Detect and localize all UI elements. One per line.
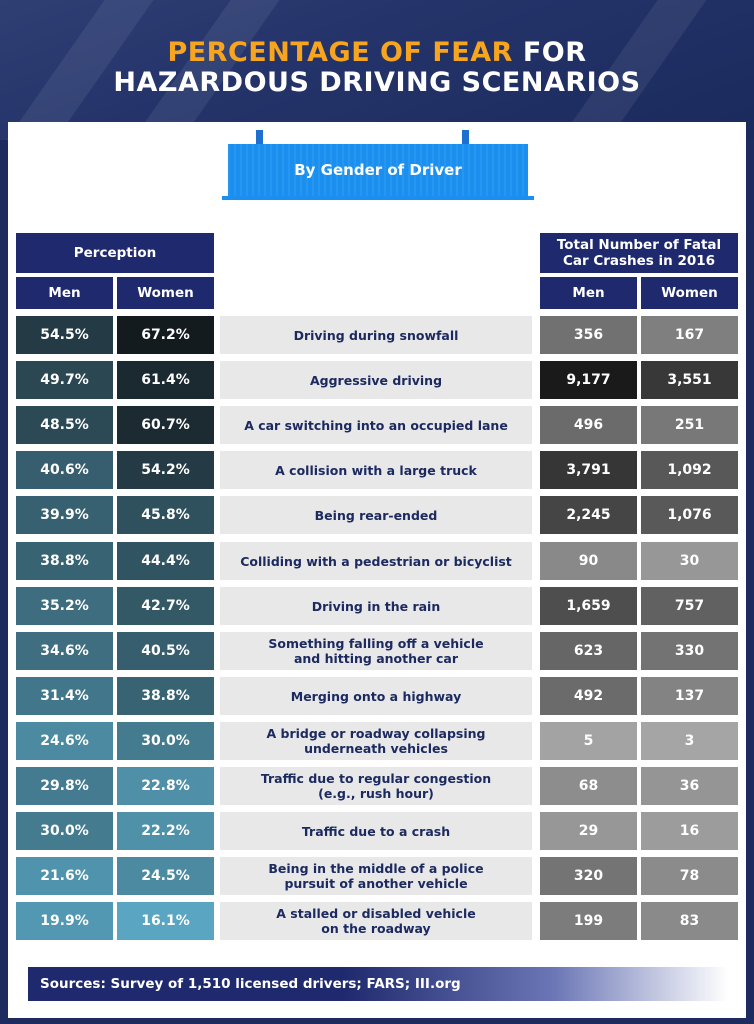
fear-men-cell: 40.6% bbox=[16, 451, 113, 489]
fear-men-cell: 48.5% bbox=[16, 406, 113, 444]
crash-men-cell: 356 bbox=[540, 316, 637, 354]
fear-men-cell: 54.5% bbox=[16, 316, 113, 354]
crash-men-cell: 90 bbox=[540, 542, 637, 580]
scenario-label: Being in the middle of a police pursuit o… bbox=[220, 857, 532, 895]
crash-women-cell: 83 bbox=[641, 902, 738, 940]
fear-men-cell: 19.9% bbox=[16, 902, 113, 940]
fear-women-cell: 38.8% bbox=[117, 677, 214, 715]
fear-men-cell: 30.0% bbox=[16, 812, 113, 850]
perception-men-header: Men bbox=[16, 277, 113, 309]
perception-header: Perception bbox=[16, 233, 214, 273]
crash-men-cell: 320 bbox=[540, 857, 637, 895]
crash-women-cell: 330 bbox=[641, 632, 738, 670]
crash-women-cell: 251 bbox=[641, 406, 738, 444]
fear-women-cell: 22.2% bbox=[117, 812, 214, 850]
scenario-label: A collision with a large truck bbox=[220, 451, 532, 489]
fear-men-cell: 39.9% bbox=[16, 496, 113, 534]
scenario-label: Traffic due to a crash bbox=[220, 812, 532, 850]
scenario-label: A bridge or roadway collapsing underneath… bbox=[220, 722, 532, 760]
crash-women-cell: 1,092 bbox=[641, 451, 738, 489]
crash-women-cell: 3,551 bbox=[641, 361, 738, 399]
sign-post-left bbox=[256, 130, 263, 144]
scenario-label: Driving in the rain bbox=[220, 587, 532, 625]
crash-women-cell: 137 bbox=[641, 677, 738, 715]
fear-women-cell: 60.7% bbox=[117, 406, 214, 444]
crash-women-cell: 167 bbox=[641, 316, 738, 354]
crashes-women-header: Women bbox=[641, 277, 738, 309]
scenario-label: A stalled or disabled vehicle on the road… bbox=[220, 902, 532, 940]
fear-women-cell: 42.7% bbox=[117, 587, 214, 625]
fear-women-cell: 67.2% bbox=[117, 316, 214, 354]
scenario-label: Being rear-ended bbox=[220, 496, 532, 534]
title-part2: FOR bbox=[512, 37, 587, 68]
scenario-label: Something falling off a vehicle and hitti… bbox=[220, 632, 532, 670]
sign-post-right bbox=[462, 130, 469, 144]
crash-men-cell: 3,791 bbox=[540, 451, 637, 489]
header-background bbox=[0, 0, 754, 140]
fear-men-cell: 31.4% bbox=[16, 677, 113, 715]
scenario-label: A car switching into an occupied lane bbox=[220, 406, 532, 444]
crash-women-cell: 1,076 bbox=[641, 496, 738, 534]
crash-men-cell: 5 bbox=[540, 722, 637, 760]
crash-men-cell: 29 bbox=[540, 812, 637, 850]
crash-men-cell: 623 bbox=[540, 632, 637, 670]
fear-men-cell: 49.7% bbox=[16, 361, 113, 399]
crash-men-cell: 199 bbox=[540, 902, 637, 940]
crash-women-cell: 16 bbox=[641, 812, 738, 850]
crash-men-cell: 9,177 bbox=[540, 361, 637, 399]
title-line2: HAZARDOUS DRIVING SCENARIOS bbox=[113, 67, 641, 98]
scenario-label: Colliding with a pedestrian or bicyclist bbox=[220, 542, 532, 580]
scenario-label: Merging onto a highway bbox=[220, 677, 532, 715]
fear-women-cell: 61.4% bbox=[117, 361, 214, 399]
perception-women-header: Women bbox=[117, 277, 214, 309]
sign-base bbox=[222, 196, 534, 200]
crash-men-cell: 68 bbox=[540, 767, 637, 805]
scenario-label: Driving during snowfall bbox=[220, 316, 532, 354]
title-accent: PERCENTAGE OF FEAR bbox=[167, 37, 513, 68]
crash-women-cell: 3 bbox=[641, 722, 738, 760]
crash-women-cell: 36 bbox=[641, 767, 738, 805]
page-title: PERCENTAGE OF FEAR FOR HAZARDOUS DRIVING… bbox=[0, 38, 754, 98]
fear-women-cell: 40.5% bbox=[117, 632, 214, 670]
crash-women-cell: 30 bbox=[641, 542, 738, 580]
crash-women-cell: 757 bbox=[641, 587, 738, 625]
crash-men-cell: 496 bbox=[540, 406, 637, 444]
subtitle-sign: By Gender of Driver bbox=[228, 144, 528, 196]
fear-women-cell: 16.1% bbox=[117, 902, 214, 940]
fear-women-cell: 45.8% bbox=[117, 496, 214, 534]
fear-men-cell: 21.6% bbox=[16, 857, 113, 895]
fear-men-cell: 38.8% bbox=[16, 542, 113, 580]
fear-men-cell: 24.6% bbox=[16, 722, 113, 760]
fear-women-cell: 44.4% bbox=[117, 542, 214, 580]
crashes-men-header: Men bbox=[540, 277, 637, 309]
fear-men-cell: 34.6% bbox=[16, 632, 113, 670]
fear-women-cell: 22.8% bbox=[117, 767, 214, 805]
fear-women-cell: 24.5% bbox=[117, 857, 214, 895]
crash-men-cell: 492 bbox=[540, 677, 637, 715]
fear-men-cell: 35.2% bbox=[16, 587, 113, 625]
crashes-header: Total Number of Fatal Car Crashes in 201… bbox=[540, 233, 738, 273]
scenario-label: Traffic due to regular congestion (e.g., … bbox=[220, 767, 532, 805]
crash-men-cell: 2,245 bbox=[540, 496, 637, 534]
fear-women-cell: 54.2% bbox=[117, 451, 214, 489]
scenario-label: Aggressive driving bbox=[220, 361, 532, 399]
fear-men-cell: 29.8% bbox=[16, 767, 113, 805]
crash-men-cell: 1,659 bbox=[540, 587, 637, 625]
crash-women-cell: 78 bbox=[641, 857, 738, 895]
sources-footer: Sources: Survey of 1,510 licensed driver… bbox=[28, 967, 728, 1001]
fear-women-cell: 30.0% bbox=[117, 722, 214, 760]
